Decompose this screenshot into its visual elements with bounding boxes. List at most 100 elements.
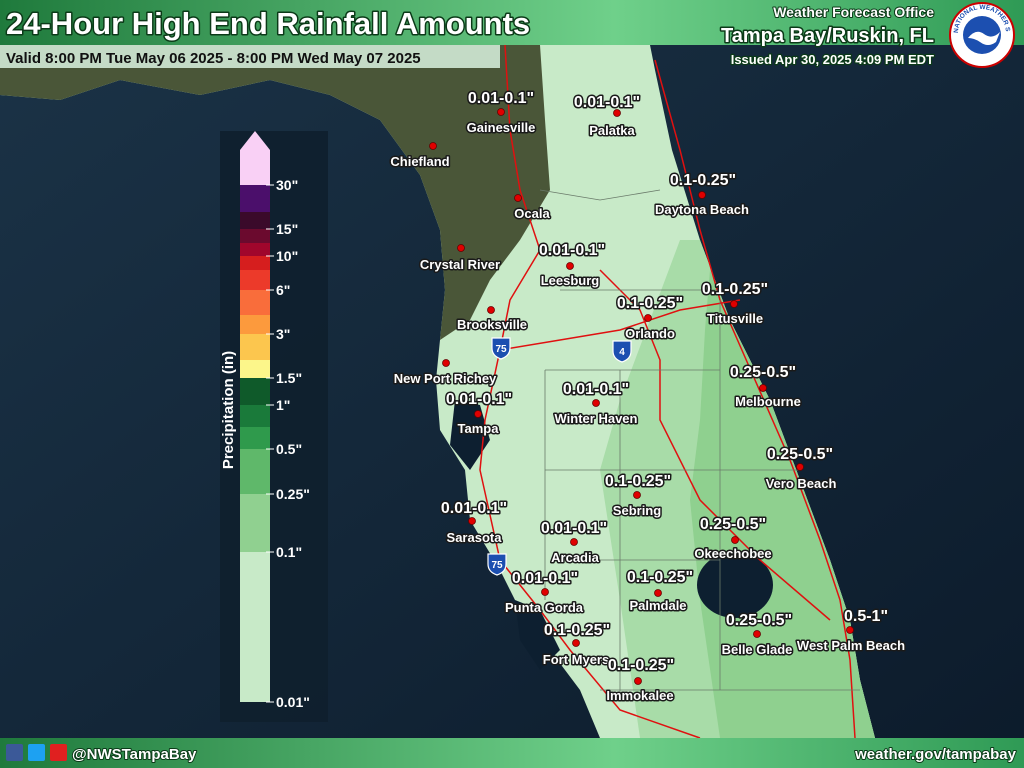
legend-tick-label: 30" bbox=[276, 177, 298, 193]
shield-number: 75 bbox=[495, 344, 507, 355]
legend-band bbox=[240, 552, 270, 702]
legend-tick-label: 1.5" bbox=[276, 370, 302, 386]
legend-bar: 30" 15" 10" 6" 3" 1.5" 1" 0.5" 0.25" 0.1" 0.01" bbox=[240, 150, 310, 710]
city-name: Titusville bbox=[707, 311, 763, 326]
city-name: Sebring bbox=[613, 503, 661, 518]
city-dot bbox=[634, 677, 642, 685]
legend-tick-label: 10" bbox=[276, 248, 298, 264]
city-dot bbox=[698, 191, 706, 199]
shield-number: 75 bbox=[491, 560, 503, 571]
rainfall-amount: 0.25-0.5" bbox=[700, 516, 766, 533]
city-dot bbox=[730, 300, 738, 308]
legend-band bbox=[240, 494, 270, 552]
rainfall-amount: 0.25-0.5" bbox=[730, 364, 796, 381]
rainfall-amount: 0.01-0.1" bbox=[539, 242, 605, 259]
city-dot bbox=[487, 306, 495, 314]
city-name: Palmdale bbox=[629, 598, 686, 613]
legend-band bbox=[240, 405, 270, 427]
city-name: Palatka bbox=[589, 123, 635, 138]
city-dot bbox=[731, 536, 739, 544]
city-name: Fort Myers bbox=[543, 652, 609, 667]
legend-band bbox=[240, 185, 270, 212]
social-handle[interactable]: @NWSTampaBay bbox=[71, 745, 198, 764]
city-dot bbox=[468, 517, 476, 525]
rainfall-amount: 0.1-0.25" bbox=[605, 473, 671, 490]
highway-shields: 75 4 75 bbox=[487, 337, 632, 576]
city-name: Orlando bbox=[625, 326, 675, 341]
city-name: Punta Gorda bbox=[505, 600, 584, 615]
twitter-icon[interactable] bbox=[28, 744, 45, 761]
legend-tick-label: 6" bbox=[276, 282, 290, 298]
rainfall-amount: 0.01-0.1" bbox=[574, 94, 640, 111]
rainfall-amount: 0.1-0.25" bbox=[608, 657, 674, 674]
city-name: Crystal River bbox=[420, 257, 500, 272]
header-bar bbox=[0, 0, 1024, 45]
facebook-icon[interactable] bbox=[6, 744, 23, 761]
charlotte-harbor bbox=[515, 600, 560, 670]
title: 24-Hour High End Rainfall Amounts bbox=[6, 6, 530, 41]
city-name: Sarasota bbox=[447, 530, 503, 545]
city-name: Immokalee bbox=[606, 688, 673, 703]
city-dot bbox=[644, 314, 652, 322]
city-dot bbox=[541, 588, 549, 596]
legend-tick-label: 15" bbox=[276, 221, 298, 237]
city-dot bbox=[654, 589, 662, 597]
legend-tick-label: 0.01" bbox=[276, 694, 310, 710]
website[interactable]: weather.gov/tampabay bbox=[853, 745, 1018, 764]
legend-tick-label: 0.1" bbox=[276, 544, 302, 560]
city-name: Arcadia bbox=[551, 550, 599, 565]
legend-band bbox=[240, 150, 270, 185]
rainfall-amount: 0.5-1" bbox=[844, 608, 888, 625]
office: Tampa Bay/Ruskin, FL bbox=[721, 25, 934, 47]
city-dot bbox=[613, 109, 621, 117]
rain-area-high bbox=[690, 270, 875, 738]
legend-tick-label: 1" bbox=[276, 397, 290, 413]
city-name: Gainesville bbox=[467, 120, 536, 135]
city-dot bbox=[474, 410, 482, 418]
legend-band bbox=[240, 449, 270, 494]
city-name: Leesburg bbox=[541, 273, 600, 288]
tampa-bay bbox=[450, 400, 490, 470]
city-dot bbox=[572, 639, 580, 647]
youtube-icon[interactable] bbox=[50, 744, 67, 761]
city-dot bbox=[566, 262, 574, 270]
city-name: Melbourne bbox=[735, 394, 801, 409]
rainfall-amount: 0.1-0.25" bbox=[702, 281, 768, 298]
shield-number: 4 bbox=[619, 347, 625, 358]
legend-band bbox=[240, 427, 270, 449]
rainfall-amount: 0.01-0.1" bbox=[441, 500, 507, 517]
city-name: New Port Richey bbox=[394, 371, 497, 386]
rainfall-amount: 0.1-0.25" bbox=[544, 622, 610, 639]
county-lines bbox=[539, 189, 860, 700]
city-name: Daytona Beach bbox=[655, 202, 749, 217]
city-name: Belle Glade bbox=[722, 642, 793, 657]
legend-band bbox=[240, 229, 270, 243]
city-dot bbox=[442, 359, 450, 367]
rainfall-amount: 0.25-0.5" bbox=[726, 612, 792, 629]
city-name: Okeechobee bbox=[694, 546, 771, 561]
rainfall-amount: 0.01-0.1" bbox=[446, 391, 512, 408]
legend-arrow bbox=[240, 131, 270, 150]
legend-title: Precipitation (in) bbox=[220, 351, 237, 469]
footer-bar bbox=[0, 738, 1024, 768]
city-name: West Palm Beach bbox=[797, 638, 905, 653]
rainfall-amount: 0.1-0.25" bbox=[617, 295, 683, 312]
rainfall-amount: 0.1-0.25" bbox=[627, 569, 693, 586]
legend-band bbox=[240, 360, 270, 378]
city-dot bbox=[759, 384, 767, 392]
city-name: Brooksville bbox=[457, 317, 527, 332]
valid-time: Valid 8:00 PM Tue May 06 2025 - 8:00 PM … bbox=[6, 50, 421, 67]
legend-tick-label: 0.5" bbox=[276, 441, 302, 457]
city-dot bbox=[592, 399, 600, 407]
city-dot bbox=[846, 626, 854, 634]
city-dot bbox=[497, 108, 505, 116]
city-dot bbox=[753, 630, 761, 638]
issued: Issued Apr 30, 2025 4:09 PM EDT bbox=[731, 52, 934, 67]
valid-bar bbox=[0, 45, 500, 68]
rainfall-amount: 0.01-0.1" bbox=[512, 570, 578, 587]
lake-okeechobee bbox=[697, 552, 773, 618]
legend-band bbox=[240, 334, 270, 360]
satellite-land bbox=[0, 45, 550, 340]
